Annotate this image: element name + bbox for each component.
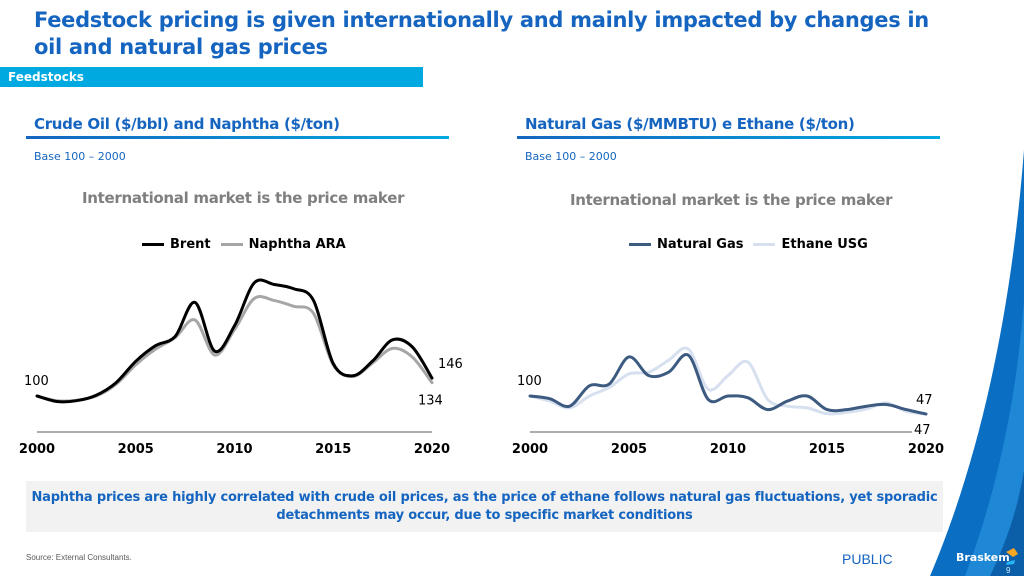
legend-swatch-brent — [142, 243, 164, 246]
right-panel-rule — [517, 136, 940, 139]
section-label: Feedstocks — [8, 70, 84, 84]
conclusion-note: Naphtha prices are highly correlated wit… — [26, 481, 943, 532]
left-chart-title: International market is the price maker — [82, 189, 405, 207]
series-line-naphtha-ara — [35, 295, 434, 403]
x-tick-label: 2015 — [315, 442, 351, 457]
right-chart-title: International market is the price maker — [570, 191, 893, 209]
braskem-logo: Braskem — [956, 551, 1010, 564]
right-panel-base: Base 100 – 2000 — [525, 150, 617, 163]
data-label: 47 — [914, 423, 931, 438]
data-label: 47 — [916, 393, 933, 408]
page-title: Feedstock pricing is given international… — [34, 8, 929, 59]
right-panel-heading: Natural Gas ($/MMBTU) e Ethane ($/ton) — [525, 115, 855, 133]
page-number: 9 — [1006, 566, 1011, 575]
x-tick-label: 2010 — [216, 442, 252, 457]
x-tick-label: 2005 — [118, 442, 154, 457]
right-chart-legend: Natural Gas Ethane USG — [619, 237, 868, 252]
left-panel-rule — [26, 136, 449, 139]
legend-label-natural-gas: Natural Gas — [657, 237, 744, 252]
x-tick-label: 2015 — [809, 442, 845, 457]
legend-swatch-naphtha — [220, 243, 243, 246]
data-label: 100 — [517, 374, 542, 389]
legend-swatch-natural-gas — [629, 243, 651, 246]
left-panel-base: Base 100 – 2000 — [34, 150, 126, 163]
series-line-natural-gas — [528, 352, 928, 416]
series-line-ethane-usg — [528, 346, 928, 416]
x-tick-label: 2000 — [19, 442, 55, 457]
legend-label-brent: Brent — [170, 237, 211, 252]
legend-label-ethane: Ethane USG — [781, 237, 868, 252]
source-footnote: Source: External Consultants. — [26, 553, 132, 562]
x-tick-label: 2020 — [414, 442, 450, 457]
data-label: 146 — [438, 357, 463, 372]
data-label: 134 — [418, 394, 443, 409]
classification-label: PUBLIC — [842, 551, 893, 567]
x-tick-label: 2000 — [512, 442, 548, 457]
section-bar: Feedstocks — [0, 67, 423, 87]
data-label: 100 — [24, 374, 49, 389]
legend-label-naphtha: Naphtha ARA — [248, 237, 346, 252]
x-tick-label: 2005 — [611, 442, 647, 457]
x-tick-label: 2010 — [710, 442, 746, 457]
left-chart-legend: Brent Naphtha ARA — [132, 237, 346, 252]
left-panel-heading: Crude Oil ($/bbl) and Naphtha ($/ton) — [34, 115, 340, 133]
x-tick-label: 2020 — [908, 442, 944, 457]
series-line-brent — [35, 278, 434, 404]
legend-swatch-ethane — [753, 243, 776, 246]
